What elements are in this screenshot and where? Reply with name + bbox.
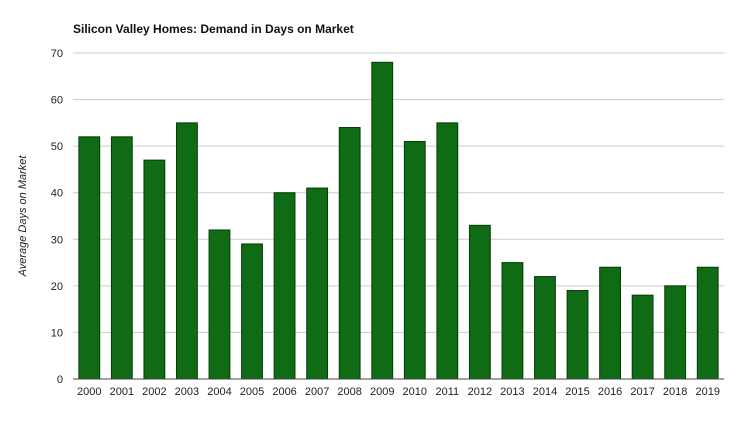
y-tick-label: 40 bbox=[51, 188, 63, 200]
bar-2008 bbox=[338, 127, 361, 380]
y-tick-label: 20 bbox=[51, 281, 63, 293]
y-tick-label: 30 bbox=[51, 234, 63, 246]
y-tick-label: 10 bbox=[51, 327, 63, 339]
bar-2000 bbox=[78, 136, 101, 380]
bar-2013 bbox=[501, 262, 524, 380]
x-tick-label: 2017 bbox=[630, 386, 654, 398]
bar-2012 bbox=[468, 224, 491, 380]
gridlines bbox=[73, 52, 724, 333]
bar-2018 bbox=[664, 285, 687, 380]
x-tick-label: 2012 bbox=[468, 386, 492, 398]
bar-2010 bbox=[403, 140, 426, 380]
x-tick-label: 2011 bbox=[435, 386, 459, 398]
bar-2005 bbox=[241, 243, 263, 380]
chart-title: Silicon Valley Homes: Demand in Days on … bbox=[73, 22, 354, 36]
bar-2015 bbox=[566, 290, 589, 380]
y-tick-labels: 0 10 20 30 40 50 60 70 bbox=[51, 48, 63, 386]
y-tick-label: 0 bbox=[57, 374, 63, 386]
y-tick-label: 70 bbox=[51, 48, 63, 60]
bar-2019 bbox=[696, 266, 719, 380]
x-tick-label: 2001 bbox=[110, 386, 134, 398]
bars bbox=[78, 61, 719, 380]
x-tick-label: 2014 bbox=[533, 386, 557, 398]
x-tick-label: 2016 bbox=[598, 386, 622, 398]
x-tick-label: 2010 bbox=[403, 386, 427, 398]
x-tick-label: 2007 bbox=[305, 386, 329, 398]
y-tick-label: 50 bbox=[51, 141, 63, 153]
x-tick-label: 2003 bbox=[175, 386, 199, 398]
x-tick-label: 2009 bbox=[370, 386, 394, 398]
x-tick-label: 2004 bbox=[207, 386, 231, 398]
y-tick-label: 60 bbox=[51, 95, 63, 107]
bar-2009 bbox=[371, 61, 394, 380]
x-tick-label: 2018 bbox=[663, 386, 687, 398]
x-tick-label: 2013 bbox=[500, 386, 524, 398]
bar-2001 bbox=[110, 136, 133, 380]
bar-2011 bbox=[436, 122, 459, 380]
x-tick-labels: 2000 2001 2002 2003 2004 2005 2006 2007 2008 2009… bbox=[77, 386, 720, 398]
bar-2006 bbox=[273, 192, 296, 380]
x-tick-label: 2015 bbox=[565, 386, 589, 398]
x-tick-label: 2019 bbox=[695, 386, 719, 398]
x-tick-label: 2000 bbox=[77, 386, 101, 398]
bar-2014 bbox=[534, 276, 556, 380]
x-tick-label: 2002 bbox=[142, 386, 166, 398]
x-tick-label: 2005 bbox=[240, 386, 264, 398]
bar-2004 bbox=[208, 229, 231, 380]
y-axis-label: Average Days on Market bbox=[17, 155, 29, 278]
x-tick-label: 2008 bbox=[337, 386, 361, 398]
x-tick-label: 2006 bbox=[272, 386, 296, 398]
bar-2016 bbox=[599, 266, 621, 380]
bar-2003 bbox=[176, 122, 198, 380]
bar-2007 bbox=[306, 187, 329, 380]
bar-2002 bbox=[143, 159, 166, 380]
bar-2017 bbox=[631, 294, 654, 380]
